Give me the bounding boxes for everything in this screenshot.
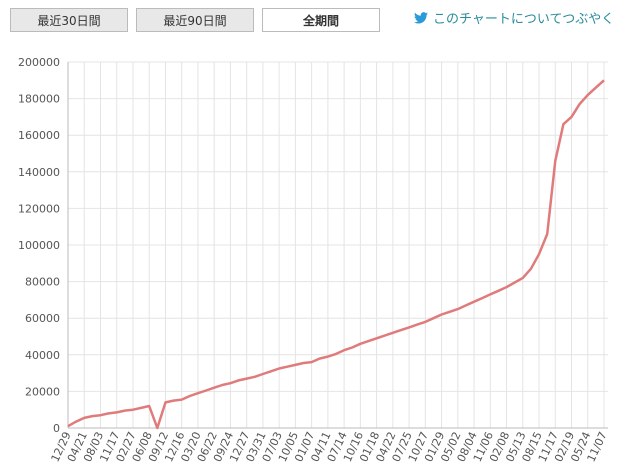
- y-tick-label: 40000: [25, 349, 60, 362]
- y-tick-label: 140000: [18, 166, 60, 179]
- chart: 0 20000 40000 60000 80000 100000 120000 140000 1…: [18, 56, 610, 464]
- y-tick-label: 200000: [18, 56, 60, 69]
- y-tick-label: 160000: [18, 129, 60, 142]
- y-tick-label: 180000: [18, 93, 60, 106]
- tweet-link[interactable]: このチャートについてつぶやく: [414, 8, 614, 27]
- tab[interactable]: 最近30日間: [10, 8, 128, 32]
- y-tick-label: 60000: [25, 312, 60, 325]
- y-tick-label: 20000: [25, 385, 60, 398]
- y-tick-label: 80000: [25, 276, 60, 289]
- twitter-icon: [414, 11, 428, 24]
- tweet-text[interactable]: このチャートについてつぶやく: [433, 12, 615, 27]
- y-tick-label: 0: [53, 422, 60, 435]
- y-tick-label: 120000: [18, 202, 60, 215]
- y-tick-label: 100000: [18, 239, 60, 252]
- data-line: [67, 79, 605, 430]
- tab[interactable]: 全期間: [262, 8, 380, 32]
- tab[interactable]: 最近90日間: [136, 8, 254, 32]
